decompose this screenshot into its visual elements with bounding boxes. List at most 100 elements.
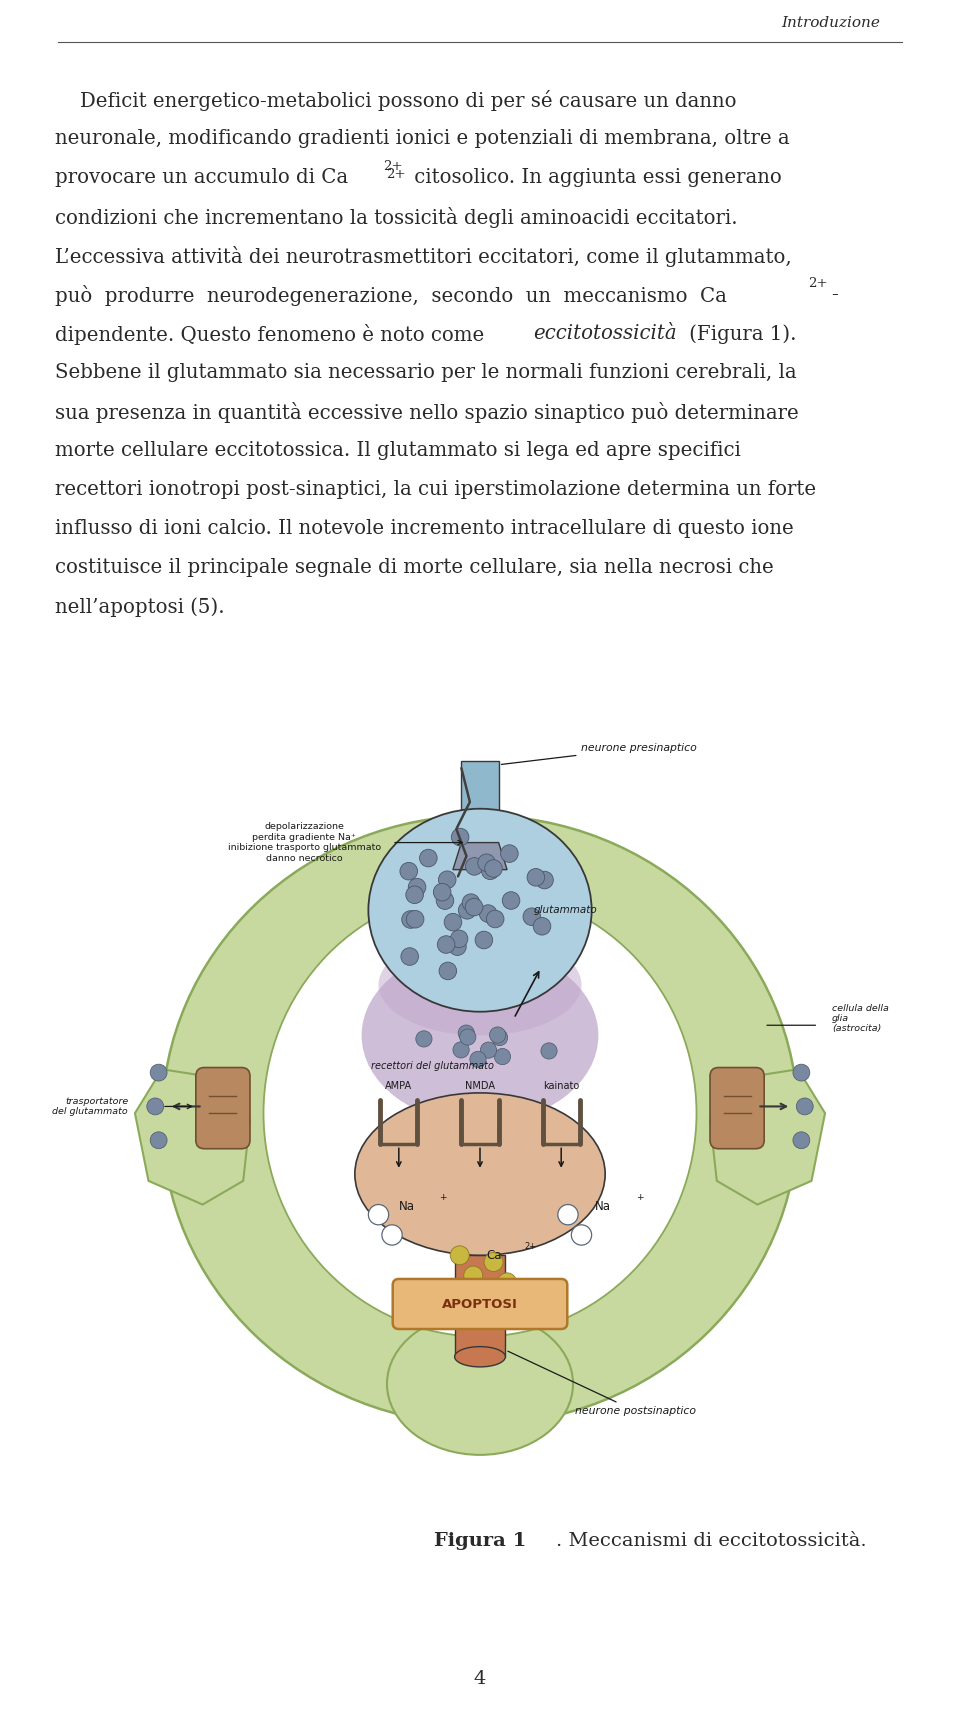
Circle shape <box>458 1025 474 1040</box>
Circle shape <box>420 848 437 867</box>
Circle shape <box>793 1131 810 1148</box>
Text: glutammato: glutammato <box>534 905 598 915</box>
Circle shape <box>558 1205 578 1226</box>
Text: Figura 1: Figura 1 <box>434 1532 526 1549</box>
Text: Introduzione: Introduzione <box>781 15 880 31</box>
Text: 2+: 2+ <box>386 168 406 182</box>
Text: (Figura 1).: (Figura 1). <box>683 324 797 343</box>
FancyBboxPatch shape <box>196 1068 250 1148</box>
Text: 2+: 2+ <box>524 1241 536 1251</box>
Text: 2+: 2+ <box>808 278 828 290</box>
Ellipse shape <box>455 1347 505 1366</box>
Circle shape <box>492 1030 508 1046</box>
Circle shape <box>453 1042 469 1058</box>
Ellipse shape <box>369 809 591 1011</box>
Text: 2+: 2+ <box>383 159 402 173</box>
Circle shape <box>439 962 457 980</box>
Ellipse shape <box>362 948 598 1123</box>
Circle shape <box>571 1226 591 1244</box>
Circle shape <box>478 854 495 871</box>
Circle shape <box>448 938 467 955</box>
Text: morte cellulare eccitotossica. Il glutammato si lega ed apre specifici: morte cellulare eccitotossica. Il glutam… <box>55 440 741 459</box>
Circle shape <box>533 917 551 936</box>
Circle shape <box>406 886 423 903</box>
Text: nell’apoptosi (5).: nell’apoptosi (5). <box>55 596 225 617</box>
Text: AMPA: AMPA <box>385 1082 413 1092</box>
Text: +: + <box>636 1193 643 1202</box>
Text: . Meccanismi di eccitotossicità.: . Meccanismi di eccitotossicità. <box>556 1532 867 1549</box>
Ellipse shape <box>355 1094 605 1255</box>
Text: Na: Na <box>595 1200 611 1214</box>
Polygon shape <box>710 1070 825 1205</box>
Text: neuronale, modificando gradienti ionici e potenziali di membrana, oltre a: neuronale, modificando gradienti ionici … <box>55 129 790 147</box>
Circle shape <box>494 1049 511 1064</box>
Text: neurone presinaptico: neurone presinaptico <box>501 742 697 764</box>
Text: eccitotossicità: eccitotossicità <box>533 324 677 343</box>
Text: Sebbene il glutammato sia necessario per le normali funzioni cerebrali, la: Sebbene il glutammato sia necessario per… <box>55 363 797 382</box>
Circle shape <box>408 878 426 896</box>
Text: APOPTOSI: APOPTOSI <box>442 1297 518 1311</box>
Text: 4: 4 <box>474 1669 486 1688</box>
Circle shape <box>464 1267 483 1286</box>
Circle shape <box>147 1099 164 1114</box>
Circle shape <box>451 828 468 845</box>
Text: +: + <box>440 1193 447 1202</box>
Circle shape <box>436 891 454 910</box>
Text: cellula della
glia
(astrocita): cellula della glia (astrocita) <box>831 1004 889 1034</box>
Text: dipendente. Questo fenomeno è noto come: dipendente. Questo fenomeno è noto come <box>55 324 491 345</box>
Circle shape <box>527 869 544 886</box>
Circle shape <box>485 860 502 878</box>
Circle shape <box>796 1099 813 1114</box>
Ellipse shape <box>378 934 582 1035</box>
Circle shape <box>150 1064 167 1082</box>
Circle shape <box>382 1226 402 1244</box>
Circle shape <box>438 936 455 953</box>
FancyBboxPatch shape <box>393 1279 567 1328</box>
Circle shape <box>433 883 451 902</box>
Circle shape <box>439 871 456 888</box>
Circle shape <box>490 1027 506 1044</box>
Text: sua presenza in quantità eccessive nello spazio sinaptico può determinare: sua presenza in quantità eccessive nello… <box>55 403 799 423</box>
Text: L’eccessiva attività dei neurotrasmettitori eccitatori, come il glutammato,: L’eccessiva attività dei neurotrasmettit… <box>55 247 792 267</box>
Circle shape <box>401 910 420 929</box>
Circle shape <box>536 871 553 890</box>
Circle shape <box>406 910 424 927</box>
Circle shape <box>502 891 520 910</box>
Circle shape <box>482 862 499 879</box>
Circle shape <box>369 1205 389 1226</box>
Text: Deficit energetico-metabolici possono di per sé causare un danno: Deficit energetico-metabolici possono di… <box>55 91 736 111</box>
Text: provocare un accumulo di Ca: provocare un accumulo di Ca <box>55 168 348 187</box>
Circle shape <box>500 845 518 862</box>
Polygon shape <box>135 1070 250 1205</box>
Circle shape <box>401 948 419 965</box>
Ellipse shape <box>387 1313 573 1455</box>
Circle shape <box>487 910 504 927</box>
Text: depolarizzazione
perdita gradiente Na⁺
inibizione trasporto glutammato
danno nec: depolarizzazione perdita gradiente Na⁺ i… <box>228 823 381 862</box>
FancyBboxPatch shape <box>710 1068 764 1148</box>
Circle shape <box>466 857 483 876</box>
Circle shape <box>497 1274 516 1292</box>
Text: neurone postsinaptico: neurone postsinaptico <box>508 1351 696 1416</box>
Polygon shape <box>462 761 498 843</box>
Circle shape <box>484 1253 503 1272</box>
Text: Ca: Ca <box>487 1250 502 1262</box>
Text: NMDA: NMDA <box>465 1082 495 1092</box>
Text: citosolico. In aggiunta essi generano: citosolico. In aggiunta essi generano <box>408 168 781 187</box>
Text: condizioni che incrementano la tossicità degli aminoacidi eccitatori.: condizioni che incrementano la tossicità… <box>55 207 737 228</box>
Circle shape <box>469 1051 486 1068</box>
Circle shape <box>450 1246 469 1265</box>
Circle shape <box>460 1028 476 1046</box>
Text: recettori del glutammato: recettori del glutammato <box>372 1061 494 1071</box>
Circle shape <box>479 905 497 922</box>
Text: recettori ionotropi post-sinaptici, la cui iperstimolazione determina un forte: recettori ionotropi post-sinaptici, la c… <box>55 480 816 499</box>
Text: trasportatore
del glutammato: trasportatore del glutammato <box>53 1097 129 1116</box>
Ellipse shape <box>263 890 697 1337</box>
Circle shape <box>466 898 483 915</box>
Ellipse shape <box>162 816 798 1424</box>
Circle shape <box>475 931 492 950</box>
Circle shape <box>462 895 480 912</box>
Circle shape <box>400 862 418 879</box>
Polygon shape <box>455 1255 505 1357</box>
Circle shape <box>444 914 462 931</box>
Text: influsso di ioni calcio. Il notevole incremento intracellulare di questo ione: influsso di ioni calcio. Il notevole inc… <box>55 519 794 538</box>
